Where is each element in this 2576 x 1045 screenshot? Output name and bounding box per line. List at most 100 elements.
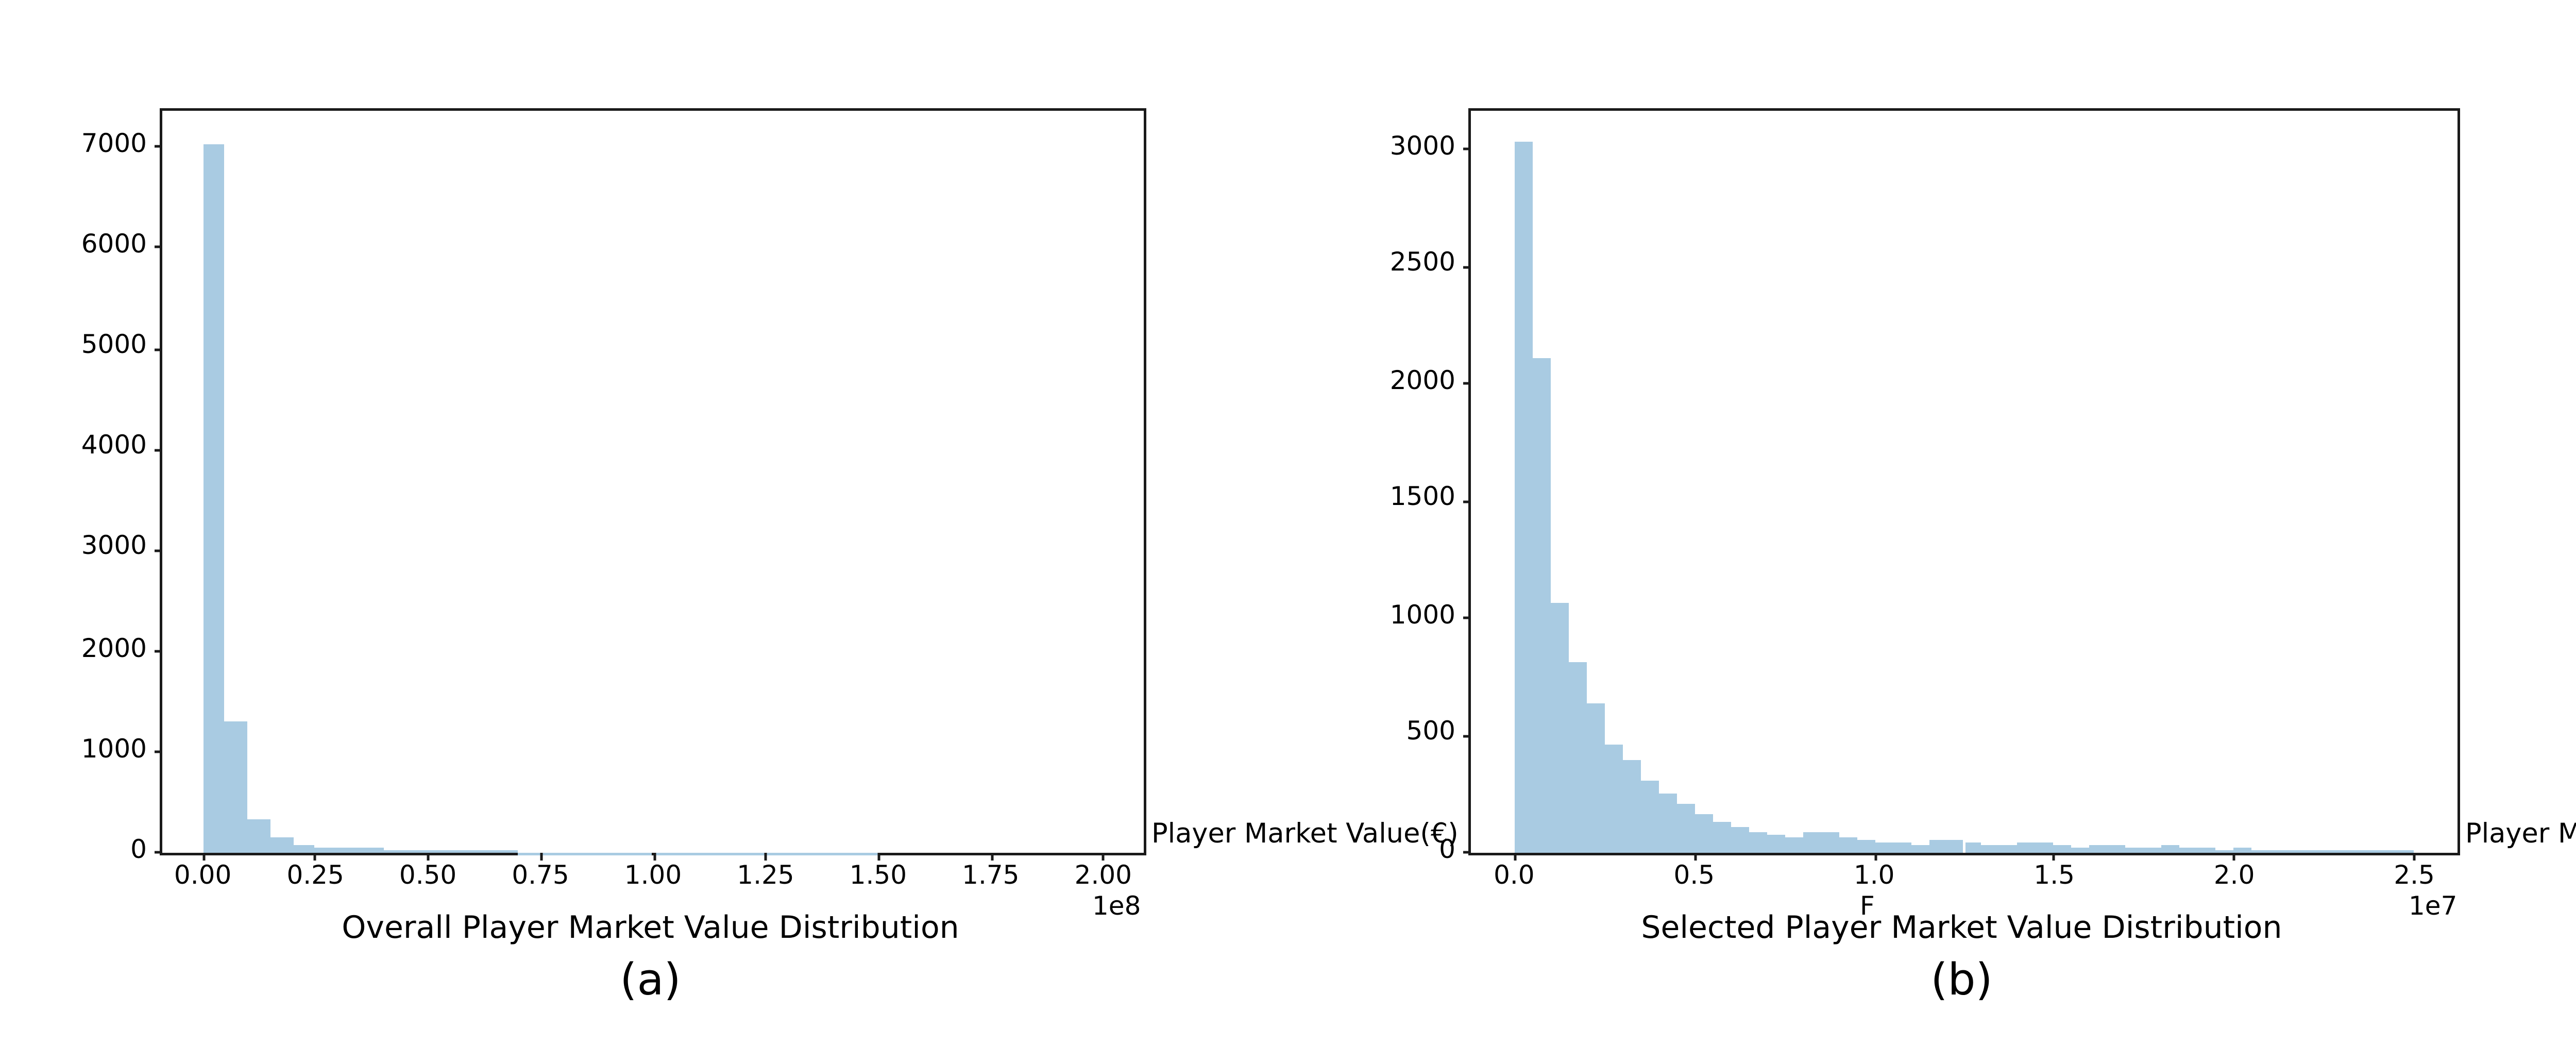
y-tick-label: 4000 — [81, 433, 147, 462]
stray-text-b: F — [1860, 894, 1875, 922]
histogram-bar — [720, 852, 743, 853]
x-tick-mark — [314, 853, 316, 861]
x-tick-mark — [2413, 853, 2415, 861]
histogram-bar — [1820, 832, 1838, 853]
histogram-bar — [2036, 843, 2055, 853]
histogram-bar — [1748, 832, 1767, 853]
histogram-bar — [563, 852, 586, 853]
histogram-bar — [1712, 822, 1731, 853]
histogram-bar — [2288, 850, 2307, 853]
x-tick-mark — [765, 853, 767, 861]
x-tick-label: 1.00 — [624, 863, 682, 891]
x-tick-label: 2.5 — [2394, 863, 2435, 891]
panel-label-b: (b) — [1930, 956, 1993, 1007]
histogram-bar — [2072, 848, 2091, 853]
histogram-bar — [2378, 851, 2397, 853]
histogram-bar — [1550, 604, 1568, 853]
histogram-bar — [1532, 357, 1550, 853]
chart-title-selected: Selected Player Market Value Distributio… — [1641, 909, 2282, 946]
y-tick-mark — [155, 448, 162, 450]
panel-b: 0 500 1000 1500 2000 2500 3000 0.0 0.5 1.0 1.5 2.0 2… — [1365, 0, 2576, 1045]
histogram-bar — [1622, 761, 1640, 853]
histogram-bar — [2144, 848, 2162, 853]
histogram-bar — [2396, 850, 2415, 853]
histogram-bar — [2360, 851, 2379, 853]
histogram-bar — [653, 852, 676, 853]
y-tick-mark — [1463, 500, 1471, 501]
y-tick-label: 2000 — [81, 635, 147, 664]
histogram-bar — [337, 848, 361, 853]
histogram-bar — [2054, 846, 2073, 853]
histogram-bar — [1964, 843, 1982, 853]
x-tick-mark — [2233, 853, 2235, 861]
histogram-bar — [2162, 846, 2180, 853]
y-tick-mark — [155, 852, 162, 854]
y-tick-label: 1500 — [1389, 485, 1455, 514]
histogram-bar — [2198, 848, 2216, 853]
histogram-bar — [360, 849, 383, 853]
histogram-bar — [2324, 850, 2343, 853]
histogram-bar — [2252, 849, 2270, 853]
y-tick-label: 3000 — [81, 534, 147, 563]
histogram-bar — [450, 851, 473, 853]
histogram-bar — [1694, 815, 1713, 853]
y-tick-label: 500 — [1406, 720, 1455, 749]
histogram-bar — [405, 850, 428, 853]
histogram-bar — [630, 852, 653, 853]
y-tick-label: 1000 — [1389, 602, 1455, 631]
histogram-bar — [1856, 840, 1874, 853]
y-tick-mark — [155, 751, 162, 753]
x-tick-mark — [1513, 853, 1515, 861]
y-tick-label: 0 — [1439, 837, 1455, 866]
x-tick-mark — [990, 853, 992, 861]
histogram-bar — [1514, 141, 1532, 853]
y-tick-label: 2000 — [1389, 367, 1455, 396]
x-tick-label: 0.25 — [286, 863, 344, 891]
histogram-bar — [315, 847, 338, 853]
histogram-bar — [608, 852, 631, 853]
x-tick-mark — [2053, 853, 2055, 861]
histogram-bar — [2342, 851, 2361, 853]
histogram-bar — [2090, 845, 2109, 853]
histogram-bar — [383, 849, 405, 853]
histogram-bar — [518, 851, 540, 853]
histogram-bar — [540, 852, 563, 853]
y-tick-mark — [1463, 382, 1471, 384]
offset-text-1e7: 1e7 — [2409, 894, 2458, 922]
y-tick-label: 7000 — [81, 130, 147, 159]
histogram-bar — [1928, 840, 1946, 853]
histogram-bar — [225, 721, 248, 853]
histogram-bar — [428, 850, 451, 853]
panel-a: 0 1000 2000 3000 4000 5000 6000 7000 0.00 0.25 0.5… — [81, 108, 1459, 1006]
x-tick-mark — [202, 853, 204, 861]
chart-title-overall: Overall Player Market Value Distribution — [342, 909, 959, 946]
histogram-bar — [1910, 845, 1928, 853]
histogram-bar — [1874, 842, 1892, 853]
x-tick-label: 2.0 — [2213, 863, 2255, 891]
histogram-bar — [2306, 849, 2325, 853]
histogram-bar — [1892, 843, 1910, 853]
histogram-bar — [202, 144, 226, 853]
y-tick-mark — [155, 347, 162, 349]
y-tick-mark — [155, 549, 162, 551]
x-tick-label: 1.5 — [2033, 863, 2075, 891]
histogram-bar — [472, 851, 496, 853]
y-tick-mark — [155, 246, 162, 248]
histogram-bar — [743, 852, 766, 853]
histogram-bar — [1730, 828, 1749, 853]
histogram-bar — [585, 852, 608, 853]
histogram-bar — [1784, 837, 1802, 853]
x-tick-mark — [1873, 853, 1875, 861]
histogram-bar — [1766, 835, 1784, 853]
histogram-overall-plot: 0 1000 2000 3000 4000 5000 6000 7000 0.00 0.25 0.5… — [81, 108, 1146, 890]
histogram-bar — [270, 837, 293, 853]
y-tick-label: 1000 — [81, 736, 147, 765]
y-tick-mark — [155, 650, 162, 652]
histogram-bar — [2018, 842, 2037, 853]
x-tick-mark — [652, 853, 654, 861]
histogram-bar — [675, 852, 698, 853]
histogram-bar — [1946, 841, 1964, 853]
x-tick-mark — [1102, 853, 1104, 861]
x-tick-mark — [1693, 853, 1695, 861]
